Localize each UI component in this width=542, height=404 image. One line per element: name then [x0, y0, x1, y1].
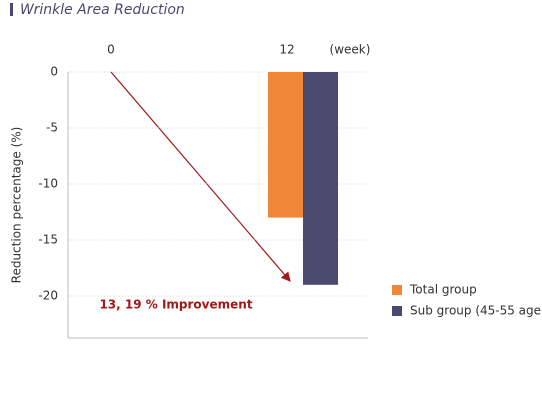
legend-swatch — [392, 285, 402, 295]
chart-title: Wrinkle Area Reduction — [20, 2, 185, 18]
bar — [268, 72, 303, 218]
trend-arrow — [110, 71, 291, 282]
annotation: 13, 19 % Improvement — [99, 298, 252, 312]
x-axis-label: (week) — [330, 43, 371, 57]
y-tick-label: -10 — [38, 177, 58, 191]
title-marker — [10, 3, 13, 16]
y-tick-label: -15 — [38, 233, 58, 247]
x-tick-label: 0 — [107, 43, 115, 57]
bar — [303, 72, 338, 285]
y-tick-label: -20 — [38, 289, 58, 303]
legend-label: Sub group (45-55 age) — [410, 304, 542, 318]
y-tick-label: 0 — [50, 65, 58, 79]
y-tick-label: -5 — [46, 121, 58, 135]
y-axis-label: Reduction percentage (%) — [10, 127, 24, 284]
legend-label: Total group — [409, 283, 477, 297]
x-tick-label: 12 — [279, 43, 294, 57]
legend-swatch — [392, 306, 402, 316]
